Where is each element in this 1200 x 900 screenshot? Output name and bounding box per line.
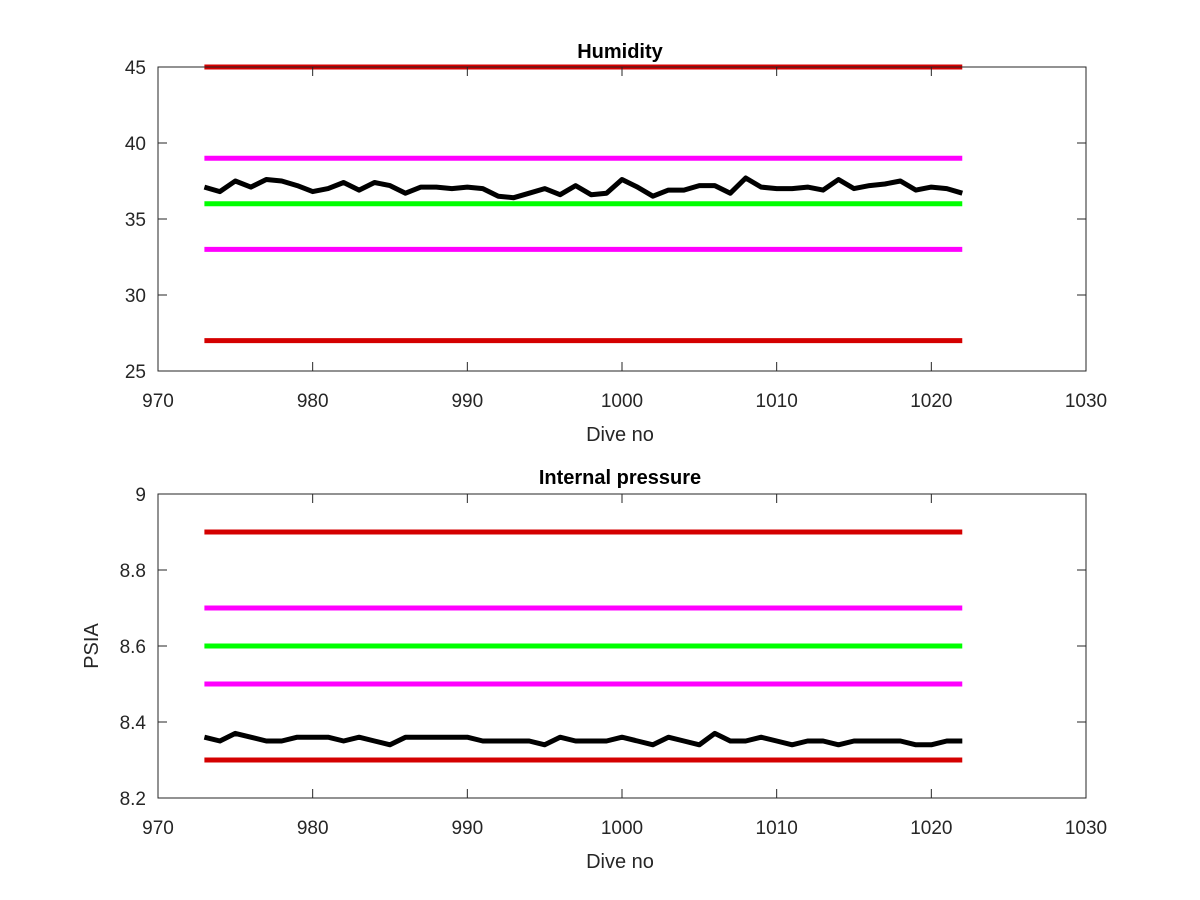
internal-pressure-x-tick-label: 980 <box>297 818 329 839</box>
humidity-x-tick-label: 1000 <box>601 391 643 412</box>
internal-pressure-y-tick-label: 8.8 <box>120 561 146 582</box>
internal-pressure-y-tick-label: 9 <box>135 485 146 506</box>
internal-pressure-y-tick-label: 8.4 <box>120 713 147 734</box>
humidity-x-axis-label: Dive no <box>586 424 654 446</box>
internal-pressure-measurement-line <box>203 730 963 748</box>
humidity-plot-area: 970 980 990 1000 1010 1020 1030 25 30 35 40 45 <box>125 58 1107 412</box>
internal-pressure-x-tick-label: 1000 <box>601 818 643 839</box>
internal-pressure-x-tick-label: 990 <box>451 818 483 839</box>
humidity-y-tick-label: 45 <box>125 58 146 79</box>
humidity-y-tick-label: 35 <box>125 210 146 231</box>
humidity-x-tick-label: 1020 <box>910 391 952 412</box>
internal-pressure-chart: 970 980 990 1000 1010 1020 1030 8.2 8.4 8.6 8.8 9 I… <box>81 467 1107 873</box>
internal-pressure-x-tick-label: 1030 <box>1065 818 1107 839</box>
humidity-x-tick-label: 980 <box>297 391 329 412</box>
humidity-x-tick-label: 1010 <box>756 391 798 412</box>
internal-pressure-x-tick-label: 1010 <box>756 818 798 839</box>
internal-pressure-chart-title: Internal pressure <box>539 467 701 489</box>
internal-pressure-y-axis-label: PSIA <box>81 623 103 669</box>
humidity-measurement-line <box>203 175 964 201</box>
internal-pressure-plot-area: 970 980 990 1000 1010 1020 1030 8.2 8.4 8.6 8.8 9 <box>120 485 1108 839</box>
humidity-y-tick-label: 25 <box>125 362 146 383</box>
internal-pressure-x-tick-label: 1020 <box>910 818 952 839</box>
internal-pressure-y-tick-label: 8.2 <box>120 789 146 810</box>
internal-pressure-y-tick-label: 8.6 <box>120 637 146 658</box>
humidity-x-tick-label: 990 <box>451 391 483 412</box>
humidity-x-tick-label: 970 <box>142 391 174 412</box>
humidity-y-tick-label: 40 <box>125 134 146 155</box>
humidity-y-tick-label: 30 <box>125 286 146 307</box>
internal-pressure-x-axis-label: Dive no <box>586 851 654 873</box>
humidity-chart: 970 980 990 1000 1010 1020 1030 25 30 35 40 45 Humi… <box>125 41 1107 446</box>
humidity-chart-title: Humidity <box>577 41 663 63</box>
internal-pressure-x-tick-label: 970 <box>142 818 174 839</box>
humidity-x-tick-label: 1030 <box>1065 391 1107 412</box>
